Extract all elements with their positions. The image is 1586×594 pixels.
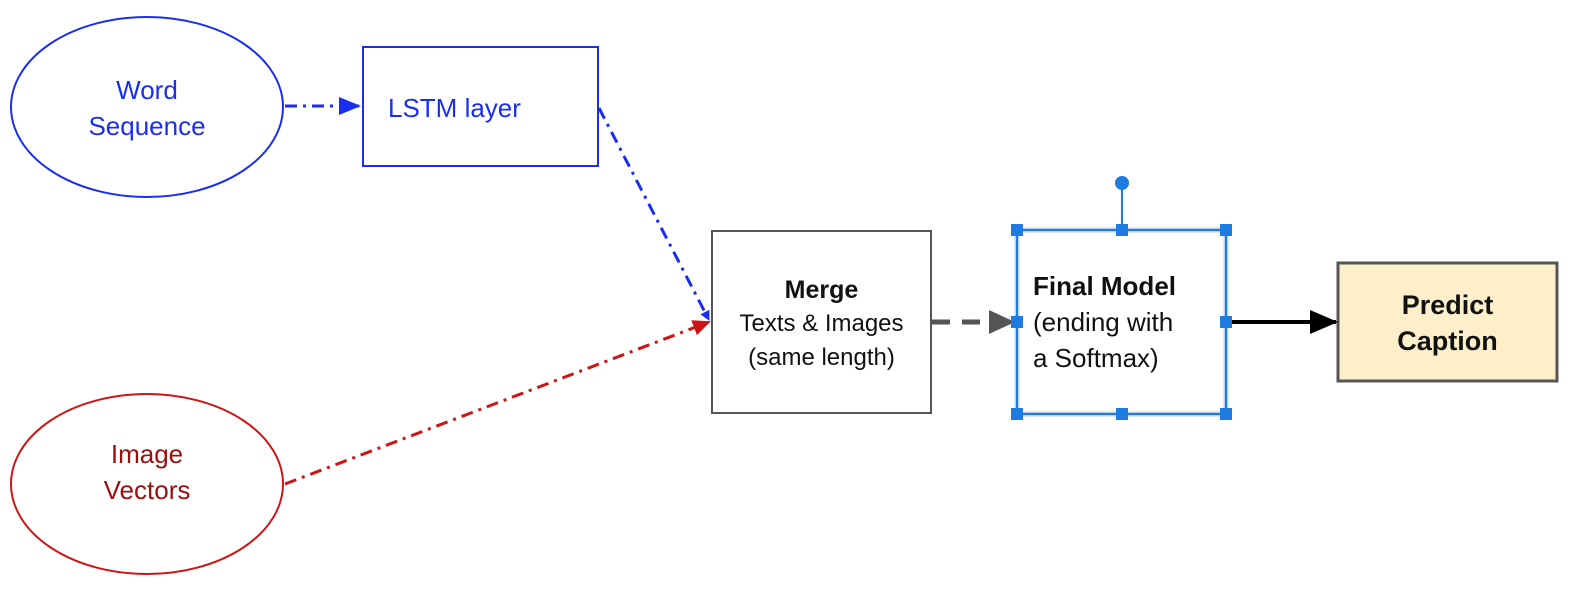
word-sequence-line-2: Sequence	[88, 111, 206, 141]
word-sequence-line-1: Word	[116, 75, 178, 105]
image-vectors-label: Image Vectors	[30, 434, 264, 510]
predict-caption-line-1: Predict	[1401, 290, 1494, 320]
word-sequence-ellipse[interactable]	[10, 16, 284, 198]
final-model-line-2: a Softmax)	[1033, 343, 1159, 373]
merge-title: Merge	[784, 276, 859, 304]
rotation-handle[interactable]	[1115, 176, 1129, 190]
arrow-image-to-merge[interactable]	[284, 320, 711, 486]
resize-handle-middle-left[interactable]	[1011, 316, 1023, 328]
resize-handle-bottom-left[interactable]	[1011, 408, 1023, 420]
lstm-layer-text: LSTM layer	[388, 93, 521, 123]
lstm-layer-box[interactable]	[362, 46, 599, 167]
resize-handle-top-left[interactable]	[1011, 224, 1023, 236]
selection-handles	[1011, 176, 1232, 420]
resize-handle-middle-right[interactable]	[1220, 316, 1232, 328]
resize-handle-bottom-middle[interactable]	[1116, 408, 1128, 420]
resize-handle-bottom-right[interactable]	[1220, 408, 1232, 420]
final-model-title: Final Model	[1033, 271, 1176, 301]
resize-handle-top-middle[interactable]	[1116, 224, 1128, 236]
image-vectors-ellipse[interactable]	[10, 393, 284, 575]
predict-caption-line-2: Caption	[1397, 326, 1498, 356]
image-vectors-line-2: Vectors	[103, 475, 191, 505]
image-vectors-line-1: Image	[110, 439, 184, 469]
lstm-layer-label: LSTM layer	[388, 88, 568, 128]
merge-line-1: Texts & Images	[739, 310, 904, 337]
predict-caption-box[interactable]	[1336, 261, 1559, 383]
word-sequence-label: Word Sequence	[30, 70, 264, 146]
merge-label: Merge Texts & Images (same length)	[712, 270, 931, 378]
resize-handle-top-right[interactable]	[1220, 224, 1232, 236]
final-model-label: Final Model (ending with a Softmax)	[1033, 268, 1218, 376]
final-model-line-1: (ending with	[1033, 307, 1174, 337]
merge-line-2: (same length)	[748, 344, 895, 371]
merge-box[interactable]	[711, 230, 932, 414]
arrow-lstm-to-merge[interactable]	[597, 107, 711, 321]
predict-caption-label: Predict Caption	[1338, 286, 1557, 360]
